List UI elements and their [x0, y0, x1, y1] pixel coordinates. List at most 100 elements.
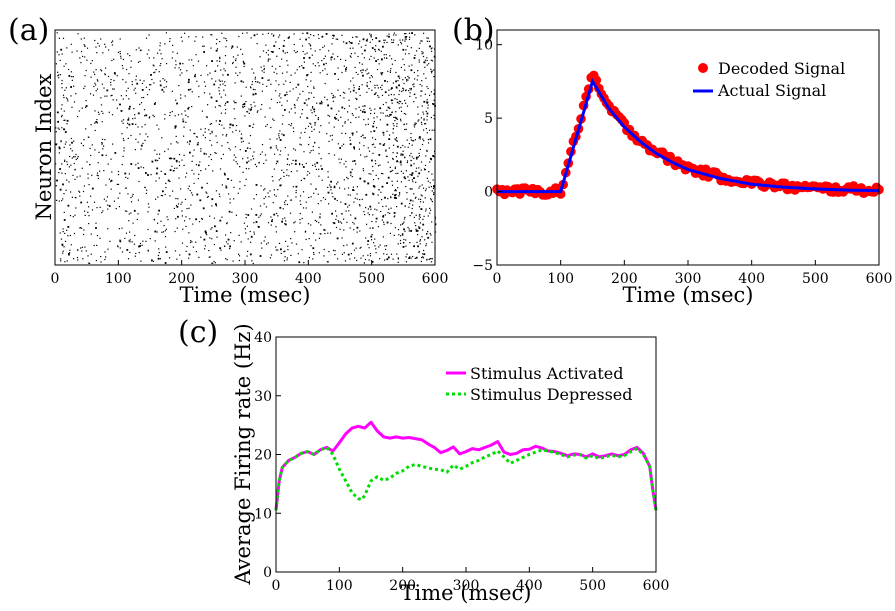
spike-dot	[289, 81, 291, 83]
spike-dot	[60, 108, 62, 110]
spike-dot	[389, 107, 391, 109]
spike-dot	[197, 60, 200, 62]
spike-dot	[314, 165, 316, 167]
spike-dot	[366, 91, 368, 93]
spike-dot	[250, 37, 252, 39]
spike-dot	[184, 32, 186, 34]
spike-dot	[313, 232, 315, 234]
spike-dot	[345, 68, 347, 71]
spike-dot	[63, 128, 66, 130]
spike-dot	[193, 182, 195, 184]
spike-dot	[176, 102, 178, 105]
spike-dot	[184, 220, 186, 222]
spike-dot	[397, 258, 399, 260]
spike-dot	[252, 262, 254, 265]
spike-dot	[224, 70, 226, 72]
spike-dot	[174, 230, 176, 233]
spike-dot	[388, 35, 390, 38]
spike-dot	[404, 156, 406, 158]
spike-dot	[233, 108, 235, 110]
spike-dot	[214, 106, 216, 108]
spike-dot	[260, 66, 262, 68]
spike-dot	[146, 94, 149, 96]
spike-dot	[390, 222, 392, 225]
spike-dot	[101, 143, 103, 145]
spike-dot	[138, 47, 140, 49]
spike-dot	[393, 39, 395, 41]
spike-dot	[67, 100, 69, 102]
spike-dot	[402, 246, 405, 248]
spike-dot	[364, 258, 367, 261]
spike-dot	[55, 127, 57, 129]
spike-dot	[426, 64, 428, 66]
spike-dot	[89, 262, 91, 264]
spike-dot	[409, 155, 411, 157]
spike-dot	[339, 221, 341, 223]
spike-dot	[389, 70, 392, 72]
spike-dot	[232, 124, 234, 127]
spike-dot	[70, 164, 72, 166]
spike-dot	[253, 231, 255, 233]
spike-dot	[88, 184, 90, 186]
spike-dot	[83, 44, 85, 46]
spike-dot	[287, 249, 289, 251]
spike-dot	[379, 258, 381, 260]
spike-dot	[372, 192, 374, 194]
spike-dot	[199, 161, 201, 163]
spike-dot	[264, 236, 266, 238]
spike-dot	[243, 103, 246, 105]
spike-dot	[369, 227, 371, 229]
spike-dot	[86, 201, 88, 203]
spike-dot	[114, 73, 116, 75]
spike-dot	[330, 59, 332, 61]
spike-dot	[200, 170, 202, 172]
spike-dot	[122, 98, 124, 100]
spike-dot	[314, 122, 316, 124]
spike-dot	[229, 248, 231, 250]
spike-dot	[141, 244, 143, 246]
spike-dot	[68, 181, 70, 183]
spike-dot	[356, 131, 358, 133]
spike-dot	[188, 253, 191, 256]
spike-dot	[95, 222, 97, 224]
spike-dot	[303, 61, 305, 63]
spike-dot	[378, 189, 380, 191]
spike-dot	[145, 114, 148, 117]
spike-dot	[353, 84, 355, 86]
spike-dot	[98, 151, 100, 153]
spike-dot	[393, 94, 395, 96]
spike-dot	[90, 195, 92, 197]
spike-dot	[332, 94, 334, 96]
spike-dot	[116, 75, 118, 77]
spike-dot	[224, 62, 227, 64]
spike-dot	[395, 86, 398, 89]
spike-dot	[258, 216, 260, 218]
spike-dot	[354, 197, 356, 199]
spike-dot	[341, 106, 344, 109]
spike-dot	[263, 240, 265, 242]
spike-dot	[209, 123, 211, 125]
spike-dot	[175, 99, 177, 101]
spike-dot	[422, 257, 425, 259]
spike-dot	[345, 166, 347, 168]
spike-dot	[135, 164, 137, 166]
spike-dot	[104, 43, 106, 45]
spike-dot	[367, 212, 369, 214]
spike-dot	[355, 71, 357, 74]
spike-dot	[427, 87, 429, 90]
spike-dot	[159, 45, 161, 47]
spike-dot	[303, 177, 305, 179]
spike-dot	[411, 212, 413, 214]
spike-dot	[371, 89, 373, 91]
spike-dot	[267, 54, 269, 56]
spike-dot	[310, 45, 312, 47]
spike-dot	[433, 185, 435, 187]
spike-dot	[361, 198, 363, 200]
spike-dot	[84, 45, 86, 47]
spike-dot	[191, 91, 193, 93]
spike-dot	[391, 111, 393, 114]
spike-dot	[127, 258, 130, 260]
spike-dot	[157, 254, 159, 257]
spike-dot	[387, 212, 389, 214]
panel-b-x-ticks: 0 100 200 300 400 500 600	[493, 260, 892, 287]
